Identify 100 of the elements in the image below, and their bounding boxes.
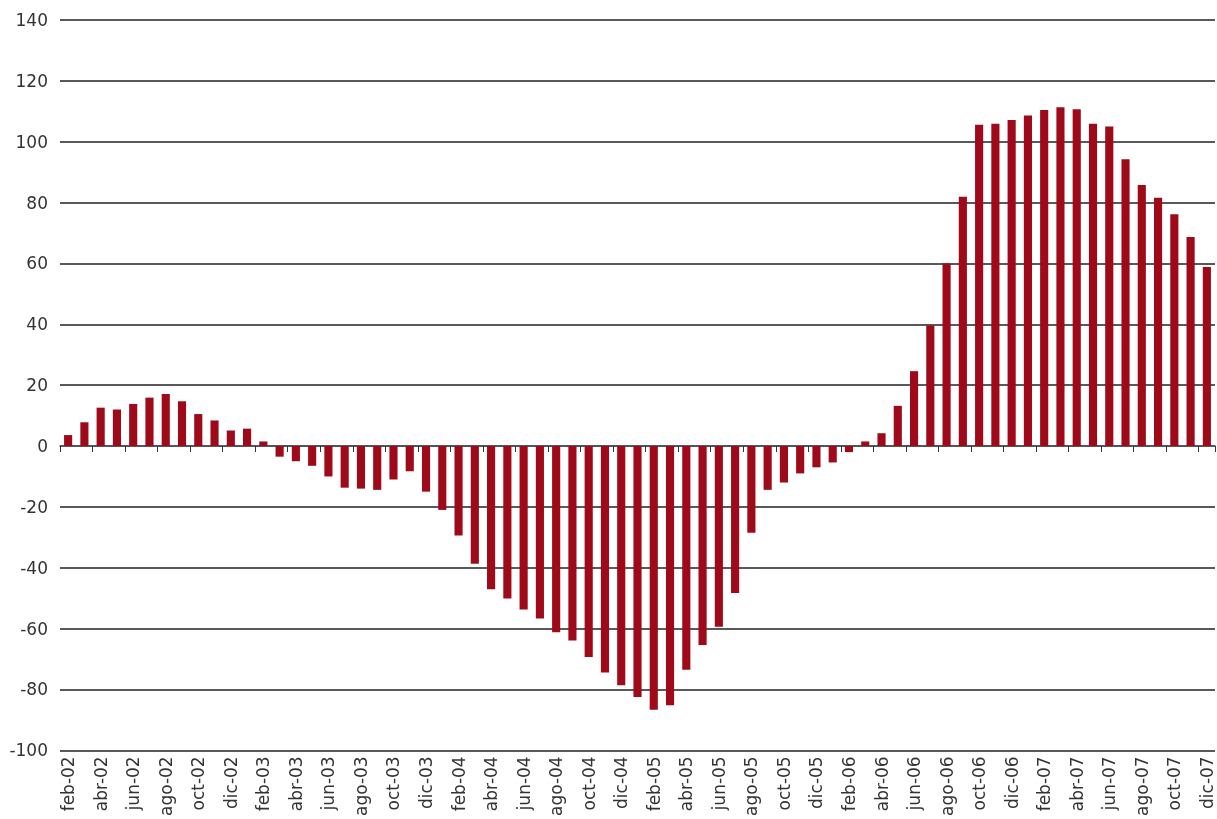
bar <box>779 446 788 483</box>
bar <box>812 446 821 468</box>
bar <box>958 196 967 447</box>
x-tick-label: ago-05 <box>741 756 762 817</box>
bar <box>308 446 317 466</box>
bar <box>893 405 902 447</box>
bar <box>633 446 642 698</box>
bar <box>340 446 349 488</box>
bar <box>1007 120 1016 447</box>
bar <box>226 430 235 447</box>
bar <box>649 446 658 710</box>
x-tick-label: jun-03 <box>318 756 339 812</box>
bar <box>487 446 496 590</box>
y-tick-label: 120 <box>15 70 48 91</box>
bar <box>454 446 463 536</box>
bar <box>503 446 512 599</box>
bar <box>291 446 300 462</box>
bar <box>552 446 561 633</box>
x-tick-label: jun-04 <box>513 756 534 812</box>
x-tick-label: feb-02 <box>58 756 79 812</box>
x-tick-label: dic-05 <box>806 756 827 809</box>
y-tick-label: -20 <box>20 496 48 517</box>
bar <box>568 446 577 641</box>
bar <box>421 446 431 492</box>
x-tick-label: feb-06 <box>838 756 859 812</box>
x-tick-label: dic-02 <box>220 756 241 809</box>
bar <box>356 446 366 489</box>
x-tick-label: feb-03 <box>253 756 274 812</box>
bar <box>731 446 740 593</box>
bar <box>64 435 73 447</box>
x-tick-label: feb-05 <box>643 756 664 812</box>
y-tick-label: 40 <box>26 314 48 335</box>
x-tick-label: abr-03 <box>285 756 306 812</box>
bar <box>844 446 854 453</box>
bar <box>877 433 886 447</box>
bar <box>1170 214 1179 447</box>
x-tick-label: abr-07 <box>1066 756 1087 812</box>
x-tick-label: abr-02 <box>90 756 111 812</box>
bar <box>617 446 626 686</box>
bar <box>1023 115 1032 447</box>
bar <box>1088 123 1098 447</box>
bar <box>714 446 723 627</box>
bar <box>259 441 268 447</box>
bar <box>861 441 870 447</box>
bar <box>942 263 951 447</box>
bar <box>1056 107 1065 447</box>
bar <box>796 446 805 474</box>
x-tick-label: oct-07 <box>1164 756 1185 811</box>
x-tick-label: abr-04 <box>481 756 502 812</box>
y-tick-label: 140 <box>15 10 48 30</box>
bar <box>682 446 691 670</box>
bar <box>698 446 707 646</box>
x-tick-label: jun-07 <box>1099 756 1120 812</box>
bar <box>747 446 756 533</box>
bar <box>80 422 89 447</box>
bar <box>975 124 984 447</box>
bar <box>584 446 593 657</box>
bar <box>177 401 187 447</box>
bar <box>1121 159 1130 447</box>
bar <box>763 446 772 490</box>
bar <box>600 446 610 673</box>
x-tick-label: dic-03 <box>416 756 437 809</box>
bar <box>519 446 528 610</box>
bar <box>665 446 675 706</box>
x-tick-label: oct-04 <box>578 756 599 811</box>
bar <box>1105 126 1114 447</box>
y-tick-label: 80 <box>26 192 48 213</box>
bar <box>909 371 919 447</box>
x-tick-label: oct-02 <box>188 756 209 811</box>
bar <box>1040 110 1049 447</box>
x-tick-label: oct-06 <box>969 756 990 811</box>
x-tick-label: ago-04 <box>546 756 567 817</box>
bar <box>145 397 154 447</box>
x-tick-label: ago-07 <box>1131 756 1152 817</box>
bar <box>194 414 203 447</box>
bar <box>1202 267 1211 447</box>
x-tick-label: ago-06 <box>936 756 957 817</box>
bar <box>405 446 414 472</box>
x-tick-label: dic-04 <box>611 756 632 809</box>
bar <box>828 446 837 463</box>
bar <box>535 446 544 619</box>
bar <box>991 123 1000 447</box>
bar <box>129 404 138 447</box>
bar <box>1072 109 1081 447</box>
x-tick-label: jun-02 <box>123 756 144 812</box>
x-tick-label: abr-05 <box>676 756 697 812</box>
bar <box>324 446 333 477</box>
bar <box>243 428 252 447</box>
x-tick-label: ago-02 <box>155 756 176 817</box>
bar <box>438 446 447 510</box>
y-tick-label: -40 <box>20 557 48 578</box>
bar <box>470 446 479 564</box>
x-tick-label: oct-05 <box>773 756 794 811</box>
y-tick-label: -60 <box>20 618 48 639</box>
x-tick-label: oct-03 <box>383 756 404 811</box>
bar <box>96 407 105 447</box>
x-tick-label: jun-05 <box>708 756 729 812</box>
x-tick-label: dic-07 <box>1196 756 1217 809</box>
y-tick-label: 20 <box>26 375 48 396</box>
y-tick-label: 100 <box>15 131 48 152</box>
